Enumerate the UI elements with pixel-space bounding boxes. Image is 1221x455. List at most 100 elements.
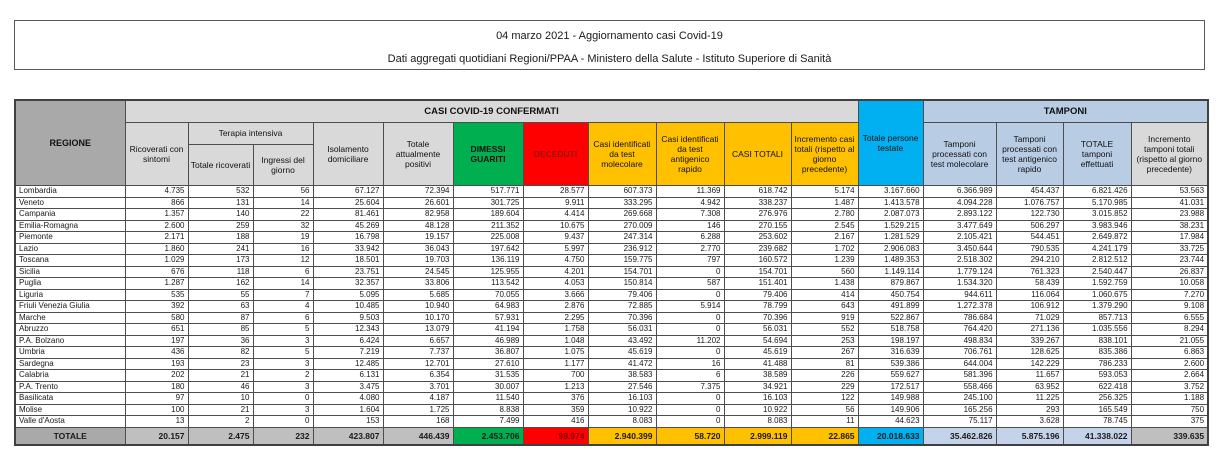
value-cell: 2.105.421 <box>922 231 997 244</box>
value-cell: 0 <box>655 265 725 278</box>
value-cell: 4.750 <box>522 254 589 267</box>
value-cell: 12.485 <box>312 357 384 370</box>
value-cell: 333.295 <box>587 196 657 209</box>
value-cell: 7.499 <box>452 415 524 428</box>
value-cell: 491.899 <box>857 300 924 313</box>
value-cell: 1.860 <box>124 242 189 255</box>
value-cell: 10.922 <box>587 403 657 416</box>
report-header: 04 marzo 2021 - Aggiornamento casi Covid… <box>14 20 1205 70</box>
value-cell: 78.745 <box>1062 415 1132 428</box>
table-row: Valle d'Aosta 13 2 0 153 168 7.499 416 8.083 0 8.0… <box>14 415 1209 428</box>
value-cell: 9.503 <box>312 311 384 324</box>
value-cell: 202 <box>124 369 189 382</box>
value-cell: 82 <box>187 346 254 359</box>
value-cell: 211.352 <box>452 219 524 232</box>
value-cell: 10.058 <box>1130 277 1209 290</box>
value-cell: 414 <box>790 288 859 301</box>
table-row: Marche 580 87 6 9.503 10.170 57.931 2.295 70.396… <box>14 311 1209 324</box>
value-cell: 180 <box>124 380 189 393</box>
value-cell: 70.055 <box>452 288 524 301</box>
value-cell: 36 <box>187 334 254 347</box>
value-cell: 46.989 <box>452 334 524 347</box>
value-cell: 5 <box>252 346 314 359</box>
value-cell: 16.798 <box>312 231 384 244</box>
region-name: Molise <box>14 403 126 416</box>
value-cell: 3.477.649 <box>922 219 997 232</box>
table-row: Lombardia 4.735 532 56 67.127 72.394 517.771 28… <box>14 185 1209 198</box>
table-row: Liguria 535 55 7 5.095 5.685 70.055 3.666 79.406… <box>14 288 1209 301</box>
value-cell: 33.806 <box>382 277 454 290</box>
value-cell: 13.079 <box>382 323 454 336</box>
value-cell: 5.685 <box>382 288 454 301</box>
value-cell: 339.267 <box>995 334 1064 347</box>
value-cell: 6.863 <box>1130 346 1209 359</box>
col-header-tamponi-test-molecolare: Tamponi processati con test molecolare <box>922 122 997 186</box>
region-name: Lazio <box>14 242 126 255</box>
value-cell: 54.694 <box>723 334 792 347</box>
value-cell: 34.921 <box>723 380 792 393</box>
value-cell: 506.297 <box>995 219 1064 232</box>
value-cell: 0 <box>655 403 725 416</box>
value-cell: 271.136 <box>995 323 1064 336</box>
value-cell: 6.424 <box>312 334 384 347</box>
col-header-incremento-tamponi-totali: Incremento tamponi totali (rispetto al g… <box>1130 122 1209 186</box>
value-cell: 450.754 <box>857 288 924 301</box>
value-cell: 1.076.757 <box>995 196 1064 209</box>
value-cell: 581.396 <box>922 369 997 382</box>
group-header-terapia-intensiva: Terapia intensiva <box>187 122 314 145</box>
region-name: Marche <box>14 311 126 324</box>
value-cell: 4.735 <box>124 185 189 198</box>
value-cell: 3.752 <box>1130 380 1209 393</box>
value-cell: 81.461 <box>312 208 384 221</box>
value-cell: 786.684 <box>922 311 997 324</box>
value-cell: 879.867 <box>857 277 924 290</box>
value-cell: 13 <box>124 415 189 428</box>
value-cell: 3.666 <box>522 288 589 301</box>
value-cell: 1.413.578 <box>857 196 924 209</box>
value-cell: 316.639 <box>857 346 924 359</box>
col-header-deceduti: DECEDUTI <box>522 122 589 186</box>
value-cell: 651 <box>124 323 189 336</box>
value-cell: 6 <box>252 265 314 278</box>
value-cell: 241 <box>187 242 254 255</box>
report-subtitle: Dati aggregati quotidiani Regioni/PPAA -… <box>387 53 832 65</box>
value-cell: 2.087.073 <box>857 208 924 221</box>
total-value-cell: 35.462.826 <box>922 426 997 445</box>
value-cell: 21 <box>187 403 254 416</box>
value-cell: 0 <box>655 392 725 405</box>
value-cell: 535 <box>124 288 189 301</box>
value-cell: 1.188 <box>1130 392 1209 405</box>
value-cell: 85 <box>187 323 254 336</box>
value-cell: 676 <box>124 265 189 278</box>
value-cell: 23.988 <box>1130 208 1209 221</box>
value-cell: 3 <box>252 334 314 347</box>
value-cell: 539.386 <box>857 357 924 370</box>
value-cell: 87 <box>187 311 254 324</box>
value-cell: 122.730 <box>995 208 1064 221</box>
value-cell: 197 <box>124 334 189 347</box>
total-value-cell: 22.865 <box>790 426 859 445</box>
covid-data-table: REGIONE CASI COVID-19 CONFERMATI Totale … <box>14 99 1210 446</box>
table-row: Basilicata 97 10 0 4.080 4.187 11.540 376 16.103… <box>14 392 1209 405</box>
value-cell: 276.976 <box>723 208 792 221</box>
value-cell: 1.604 <box>312 403 384 416</box>
value-cell: 786.233 <box>1062 357 1132 370</box>
value-cell: 0 <box>252 392 314 405</box>
value-cell: 172.517 <box>857 380 924 393</box>
value-cell: 593.053 <box>1062 369 1132 382</box>
value-cell: 919 <box>790 311 859 324</box>
value-cell: 64.983 <box>452 300 524 313</box>
value-cell: 2.171 <box>124 231 189 244</box>
value-cell: 12.343 <box>312 323 384 336</box>
value-cell: 764.420 <box>922 323 997 336</box>
table-row: Sicilia 676 118 6 23.751 24.545 125.955 4.201 15… <box>14 265 1209 278</box>
table-row: Campania 1.357 140 22 81.461 82.958 189.604 4.4… <box>14 208 1209 221</box>
value-cell: 2.540.447 <box>1062 265 1132 278</box>
col-header-isolamento-domiciliare: Isolamento domiciliare <box>312 122 384 186</box>
col-header-regione: REGIONE <box>14 99 126 186</box>
value-cell: 644.004 <box>922 357 997 370</box>
value-cell: 122 <box>790 392 859 405</box>
value-cell: 106.912 <box>995 300 1064 313</box>
value-cell: 11.202 <box>655 334 725 347</box>
value-cell: 118 <box>187 265 254 278</box>
